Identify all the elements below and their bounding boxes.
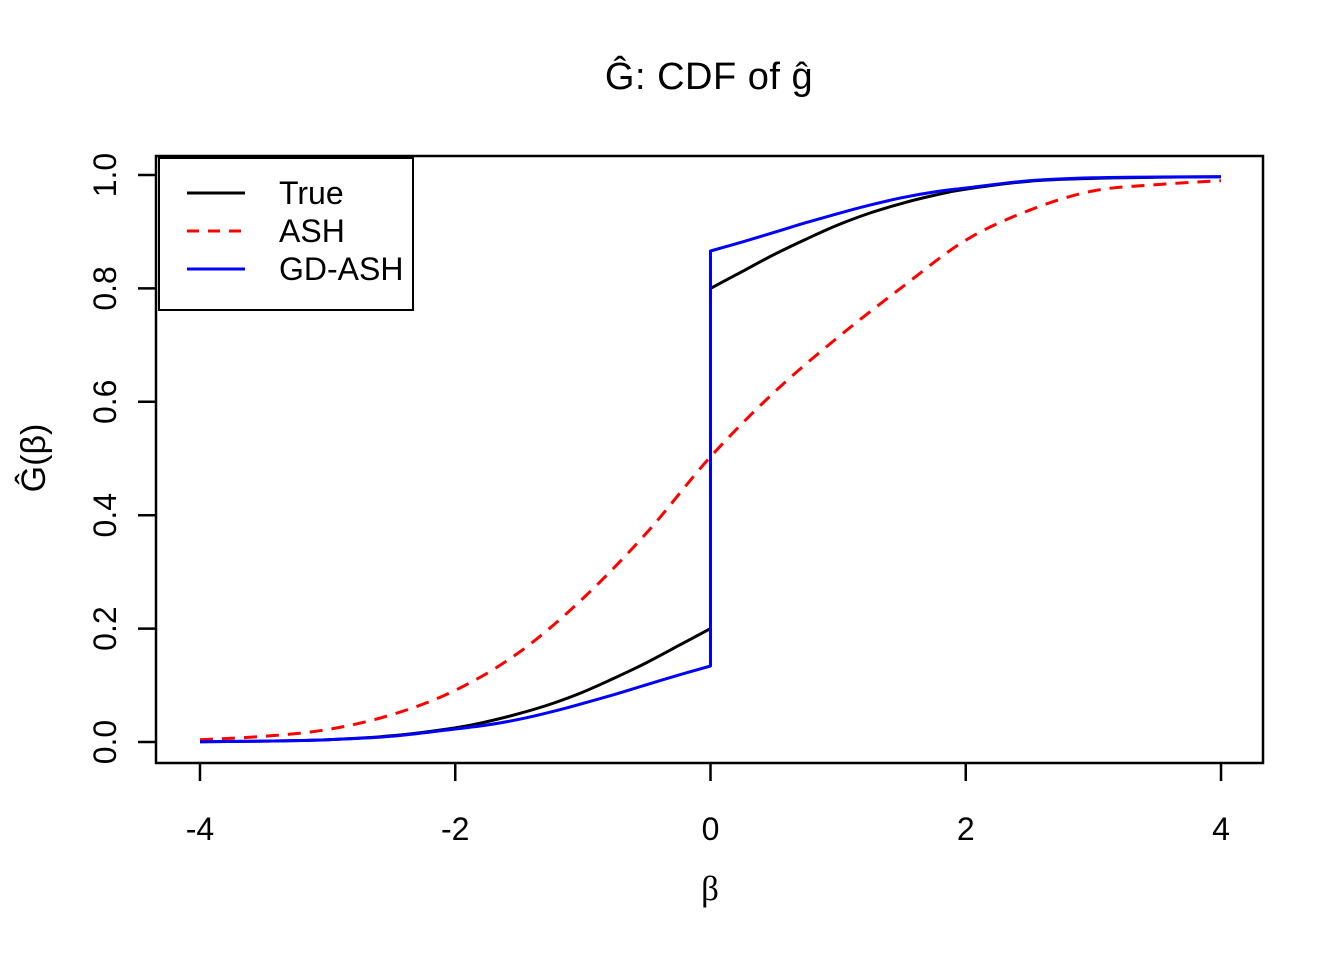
x-tick-label: 4	[1212, 811, 1230, 847]
x-axis-label: β	[701, 869, 719, 908]
legend-item-label: ASH	[279, 212, 345, 249]
y-tick-label: 0.0	[87, 720, 123, 764]
legend-item-label: GD-ASH	[279, 250, 404, 287]
y-tick-label: 0.6	[87, 380, 123, 424]
y-tick-label: 1.0	[87, 153, 123, 197]
legend-line-sample	[187, 191, 245, 195]
y-tick-label: 0.8	[87, 266, 123, 310]
x-tick-label: 2	[957, 811, 975, 847]
y-tick-label: 0.4	[87, 493, 123, 537]
legend-line-sample	[187, 267, 245, 271]
curve-ash	[199, 179, 1222, 742]
x-tick-label: -2	[441, 811, 469, 847]
legend-item-ash: ASH	[160, 212, 412, 250]
legend-item-true: True	[160, 174, 412, 212]
y-tick-label: 0.2	[87, 606, 123, 650]
chart-title: Ĝ: CDF of ĝ	[604, 56, 814, 98]
legend-item-gd-ash: GD-ASH	[160, 250, 412, 288]
y-axis-label: Ĝ(β)	[15, 423, 53, 493]
legend-item-label: True	[279, 174, 344, 211]
curve-gd-ash	[199, 175, 1222, 744]
legend-line-sample	[187, 229, 245, 233]
x-tick-label: 0	[702, 811, 720, 847]
x-tick-label: -4	[186, 811, 214, 847]
legend: True ASH GD-ASH	[158, 157, 414, 311]
